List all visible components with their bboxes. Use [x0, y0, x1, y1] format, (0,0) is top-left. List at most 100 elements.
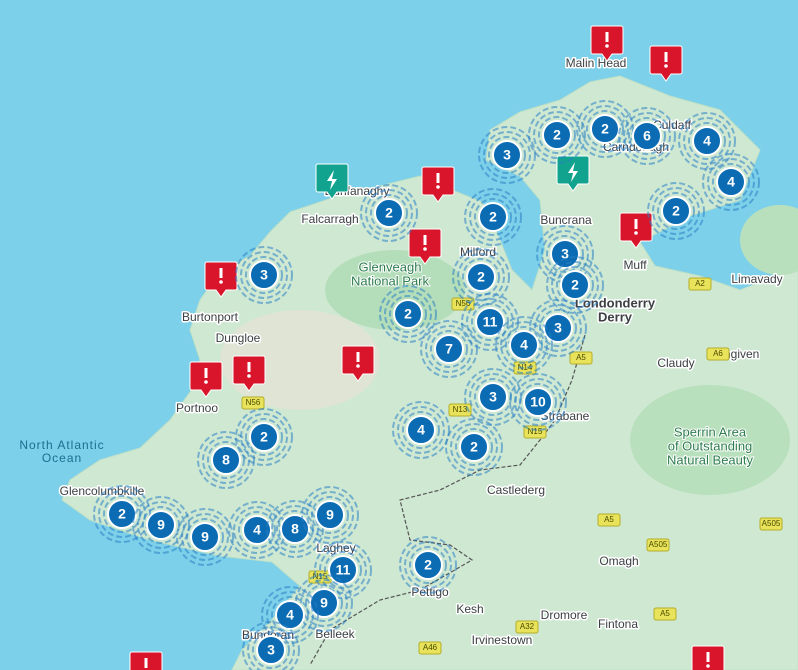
alert-marker[interactable]: [619, 212, 653, 249]
cluster-count: 9: [157, 517, 165, 533]
cluster-count: 4: [253, 522, 261, 538]
cluster-ring: [399, 536, 457, 594]
alert-icon: [423, 247, 427, 251]
alert-marker[interactable]: [341, 345, 375, 382]
cluster-marker[interactable]: [315, 500, 345, 530]
road-label: A32: [520, 622, 535, 631]
place-label: Irvinestown: [472, 633, 533, 647]
cluster-ring: [581, 105, 629, 153]
alert-icon: [356, 352, 360, 362]
cluster-marker[interactable]: [492, 140, 522, 170]
cluster-marker[interactable]: [249, 422, 279, 452]
alert-marker[interactable]: [590, 25, 624, 62]
cluster-marker[interactable]: [249, 260, 279, 290]
place-label: Dungloe: [216, 331, 261, 345]
cluster-marker[interactable]: [475, 307, 505, 337]
park-area: [740, 205, 798, 275]
cluster-count: 3: [260, 267, 268, 283]
cluster-ring: [245, 256, 283, 294]
cluster-count: 10: [530, 394, 546, 410]
cluster-count: 3: [489, 389, 497, 405]
alert-marker[interactable]: [408, 228, 442, 265]
cluster-ring: [306, 491, 354, 539]
cluster-ring: [392, 401, 450, 459]
alert-marker[interactable]: [232, 355, 266, 392]
alert-icon: [634, 219, 638, 229]
cluster-marker[interactable]: [406, 415, 436, 445]
place-label: Kesh: [456, 602, 483, 616]
cluster-marker[interactable]: [374, 198, 404, 228]
cluster-count: 7: [445, 341, 453, 357]
road-label: N15: [528, 427, 543, 436]
cluster-marker[interactable]: [275, 600, 305, 630]
road-shield: [448, 403, 472, 417]
cluster-ring: [181, 513, 229, 561]
alert-marker[interactable]: [204, 261, 238, 298]
cluster-ring: [712, 163, 750, 201]
cluster-marker[interactable]: [328, 555, 358, 585]
cluster-marker[interactable]: [242, 515, 272, 545]
cluster-ring: [98, 490, 146, 538]
cluster-ring: [509, 373, 567, 431]
region-label: National Park: [351, 273, 430, 288]
cluster-marker[interactable]: [211, 445, 241, 475]
cluster-marker[interactable]: [560, 270, 590, 300]
cluster-ring: [242, 621, 300, 670]
place-label: Glencolumbkille: [60, 484, 145, 498]
cluster-ring: [647, 182, 705, 240]
cluster-marker[interactable]: [692, 126, 722, 156]
region-label: of Outstanding: [668, 438, 753, 453]
cluster-ring: [402, 411, 440, 449]
cluster-marker[interactable]: [413, 550, 443, 580]
cluster-count: 8: [222, 452, 230, 468]
cluster-marker[interactable]: [716, 167, 746, 197]
cluster-marker[interactable]: [466, 262, 496, 292]
cluster-marker[interactable]: [280, 514, 310, 544]
alert-marker[interactable]: [421, 166, 455, 203]
cluster-marker[interactable]: [393, 299, 423, 329]
alert-marker[interactable]: [189, 361, 223, 398]
cluster-marker[interactable]: [459, 432, 489, 462]
cluster-marker[interactable]: [146, 510, 176, 540]
cluster-marker[interactable]: [478, 382, 508, 412]
cluster-ring: [240, 251, 288, 299]
place-label: Malin Head: [566, 56, 627, 70]
road-shield: [569, 351, 593, 365]
cluster-count: 9: [201, 529, 209, 545]
charger-icon: [327, 170, 337, 190]
cluster-ring: [466, 298, 514, 346]
alert-icon: [634, 231, 638, 235]
alert-marker[interactable]: [649, 45, 683, 82]
alert-icon: [144, 658, 148, 668]
cluster-ring: [360, 184, 418, 242]
cluster-ring: [311, 496, 349, 534]
cluster-ring: [546, 235, 584, 273]
cluster-ring: [266, 591, 314, 639]
cluster-count: 2: [385, 205, 393, 221]
cluster-marker[interactable]: [550, 239, 580, 269]
cluster-ring: [430, 330, 468, 368]
cluster-marker[interactable]: [509, 330, 539, 360]
cluster-count: 11: [483, 314, 498, 330]
place-label: Limavady: [731, 272, 782, 286]
cluster-marker[interactable]: [256, 635, 286, 665]
cluster-marker[interactable]: [434, 334, 464, 364]
cluster-marker[interactable]: [632, 121, 662, 151]
cluster-ring: [261, 586, 319, 644]
cluster-count: 6: [643, 128, 651, 144]
alert-icon: [204, 380, 208, 384]
cluster-ring: [474, 198, 512, 236]
place-label: Fintona: [598, 617, 638, 631]
cluster-marker[interactable]: [190, 522, 220, 552]
cluster-ring: [93, 485, 151, 543]
cluster-ring: [409, 546, 447, 584]
cluster-ring: [464, 368, 522, 426]
place-label: Muff: [623, 258, 647, 272]
cluster-marker[interactable]: [478, 202, 508, 232]
land: [61, 75, 798, 670]
cluster-count: 2: [489, 209, 497, 225]
cluster-marker[interactable]: [542, 120, 572, 150]
cluster-marker[interactable]: [523, 387, 553, 417]
road-label: N14: [518, 363, 533, 372]
cluster-marker[interactable]: [661, 196, 691, 226]
